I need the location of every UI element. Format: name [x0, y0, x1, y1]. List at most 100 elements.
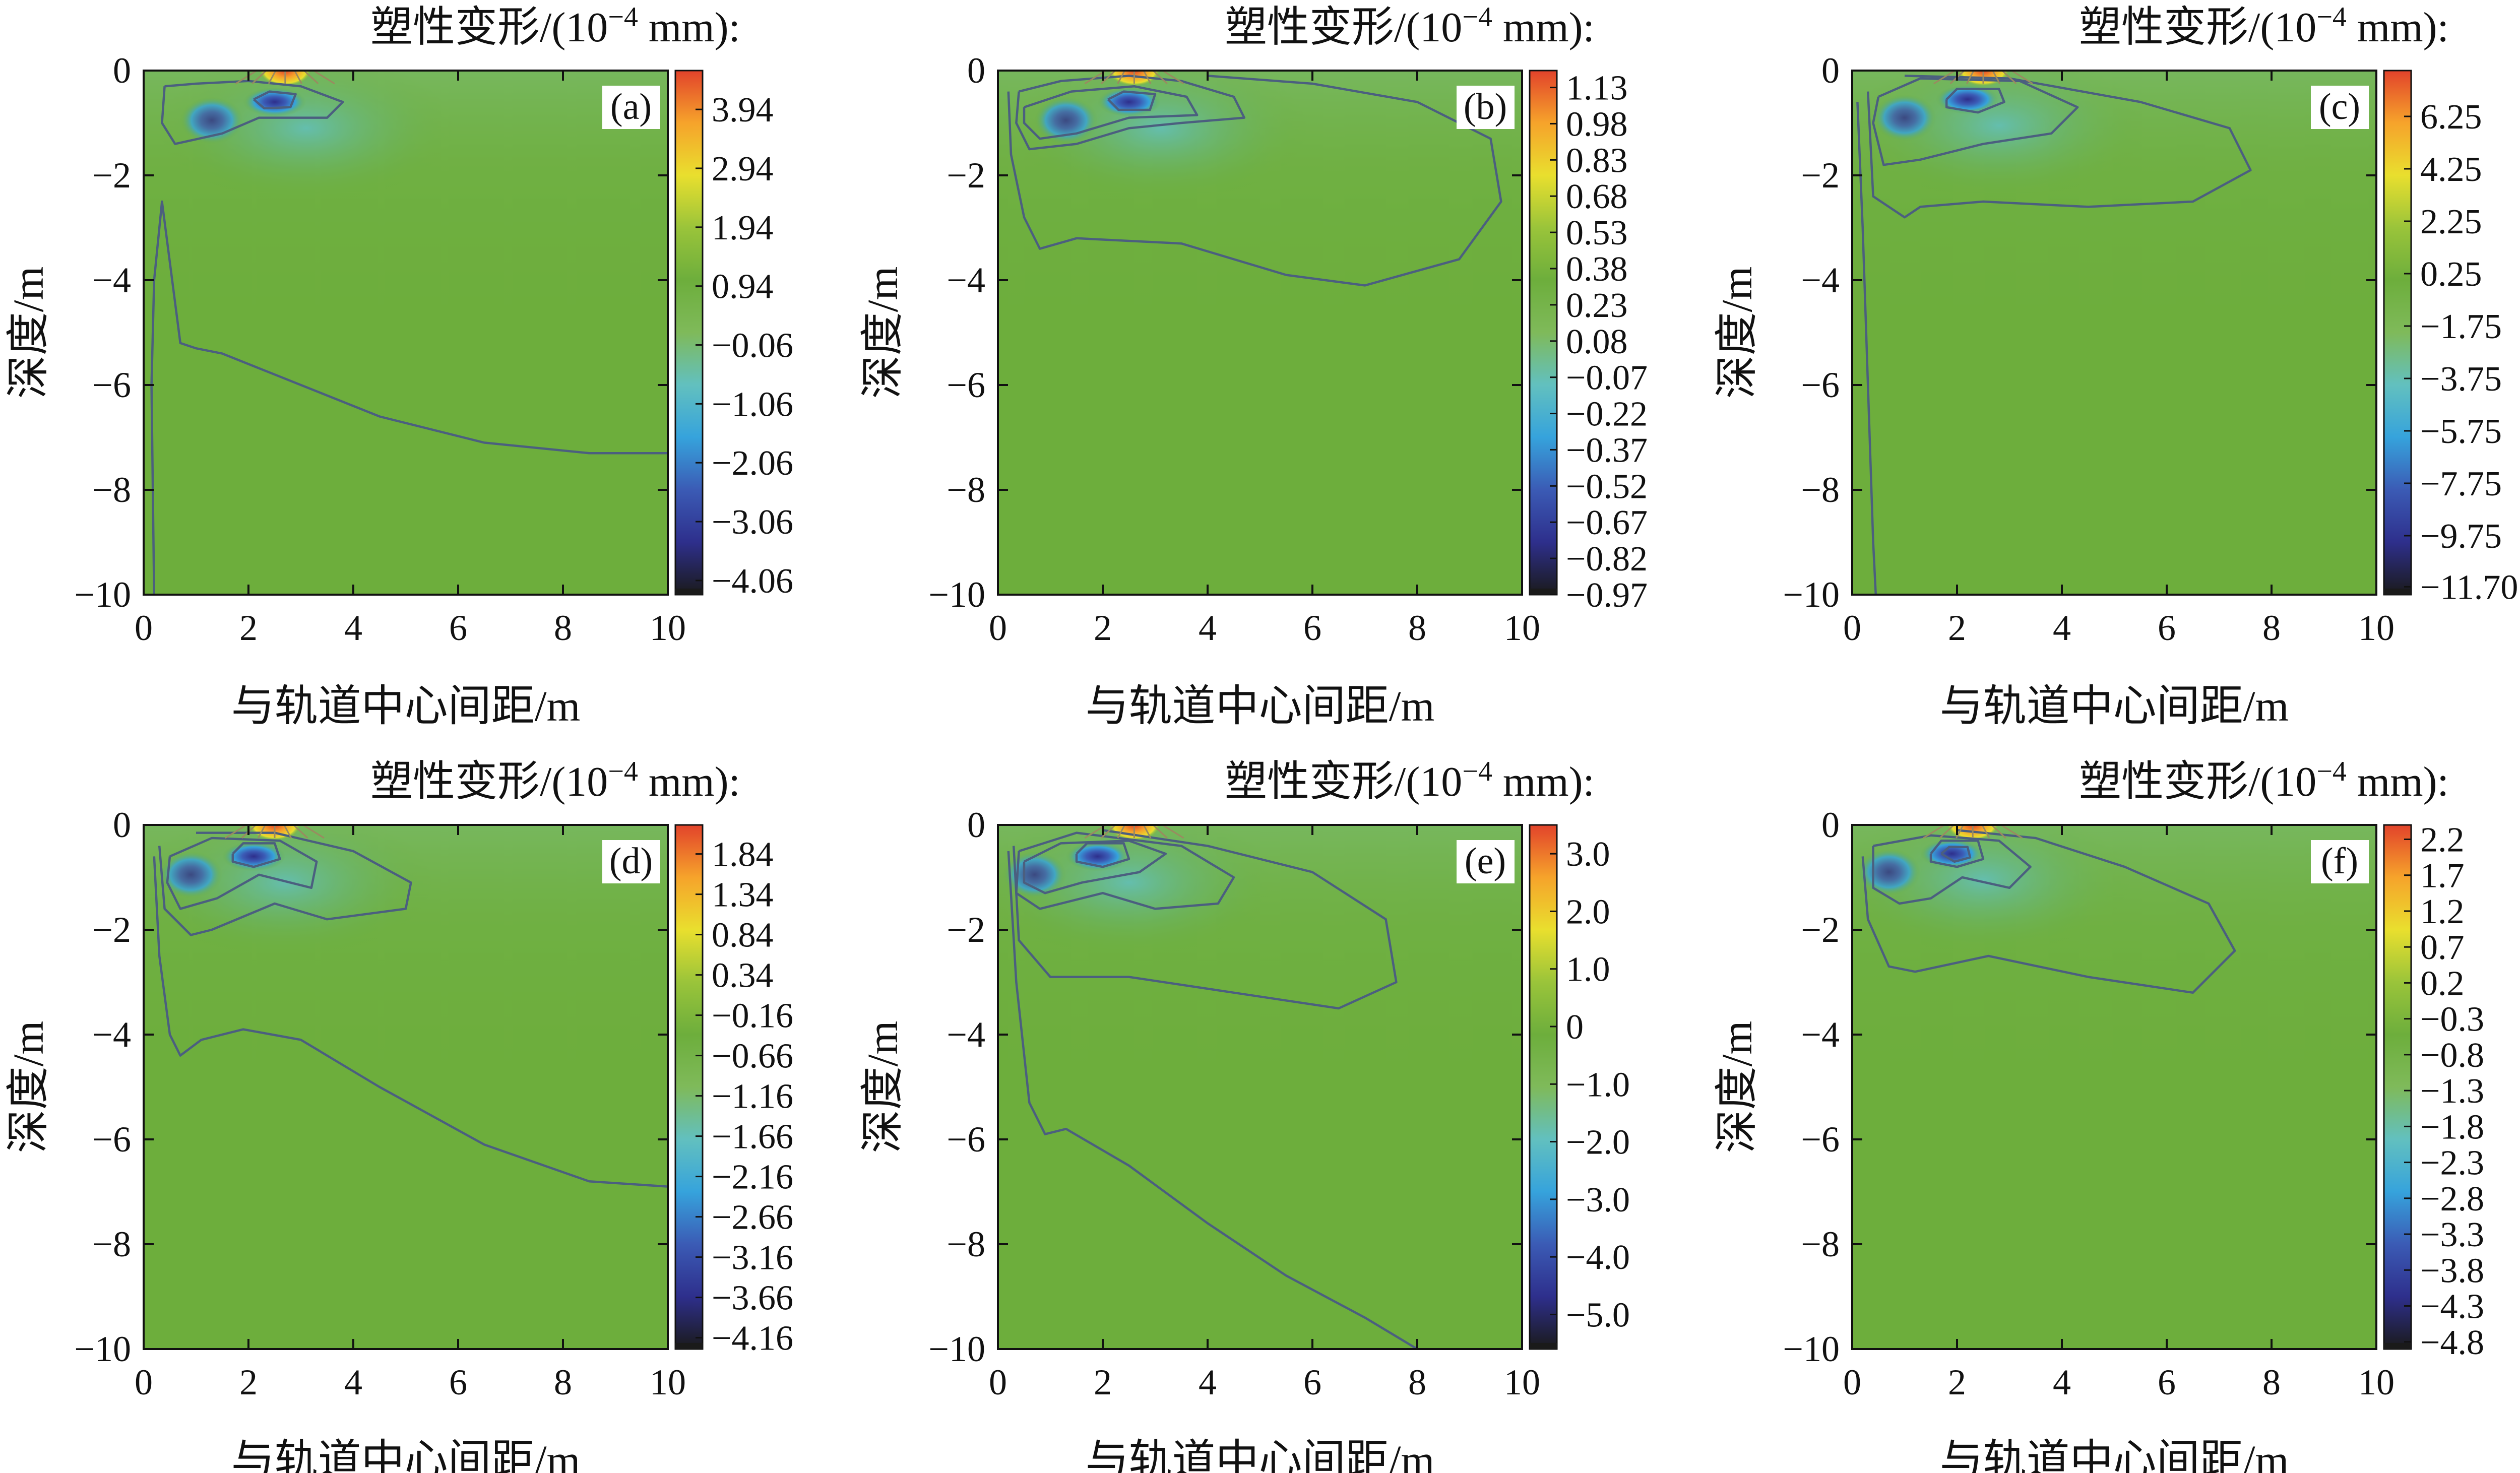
y-tick-label: −10 — [1783, 574, 1840, 615]
surface-contour-tick — [1956, 825, 1964, 839]
colorbar-tick-label: 2.94 — [712, 150, 774, 188]
surface-contour-tick — [1162, 825, 1184, 839]
colorbar-tick-label: 1.7 — [2420, 857, 2465, 895]
colorbar-tick-label: 0.94 — [712, 268, 774, 306]
y-tick-label: −4 — [1801, 260, 1840, 300]
panel-label-box — [1457, 840, 1515, 883]
contour-line-1 — [1012, 829, 1398, 1010]
panel-label: (f) — [2321, 841, 2358, 882]
colorbar-tick-label: −0.66 — [712, 1037, 793, 1076]
x-tick-label: 8 — [2262, 608, 2281, 648]
surface-contour-tick — [2011, 71, 2033, 85]
colorbar — [2383, 70, 2412, 596]
x-axis-title: 与轨道中心间距/m — [231, 1436, 581, 1473]
colorbar-tick-label: 0.34 — [712, 956, 774, 995]
colorbar-tick-label: −3.06 — [712, 503, 793, 542]
x-tick-label: 8 — [2262, 1362, 2281, 1402]
colorbar-tick-label: −0.16 — [712, 997, 793, 1036]
y-tick-label: −6 — [92, 1119, 131, 1160]
y-tick-label: −8 — [1801, 470, 1840, 510]
x-tick-label: 10 — [2358, 1362, 2395, 1402]
secondary-minimum-blob — [1003, 851, 1066, 899]
colorbar — [674, 70, 704, 596]
contour-line-0 — [1856, 102, 1877, 595]
colorbar-tick-label: −3.75 — [2420, 360, 2502, 399]
negative-zone-halo — [144, 825, 432, 956]
colorbar-tick-label: 0.84 — [712, 916, 774, 955]
x-tick-label: 0 — [135, 1362, 153, 1402]
y-tick-label: −2 — [92, 910, 131, 950]
surface-contour-tick — [1152, 825, 1168, 839]
x-tick-label: 4 — [344, 1362, 362, 1402]
surface-contour-tick — [303, 71, 319, 85]
minimum-blob — [1936, 85, 1999, 114]
colorbar-tick-label: 1.2 — [2420, 892, 2465, 931]
colorbar-tick-label: 0.53 — [1566, 214, 1628, 252]
colorbar-tick-label: 0.23 — [1566, 286, 1628, 325]
contour-line-2 — [1929, 839, 1985, 868]
y-tick-label: −2 — [947, 910, 985, 950]
contour-line-0 — [1007, 851, 1418, 1349]
colorbar-tick-label: 2.2 — [2420, 820, 2465, 859]
x-tick-label: 10 — [650, 1362, 686, 1402]
x-tick-label: 6 — [2158, 608, 2176, 648]
surface-contour-tick — [1100, 825, 1116, 839]
surface-contour-tick — [1991, 825, 2006, 839]
contour-line-0 — [1007, 75, 1502, 287]
panel-2: 0 2 4 6 8 10 0 −2 −4 −6 −8 −10 与轨道中心间距/m 深度/m (c) 塑性变形/… — [1713, 2, 2518, 730]
colorbar-tick-label: 3.94 — [712, 91, 774, 130]
surface-contour-tick — [1100, 71, 1116, 85]
colorbar-tick-label: −5.75 — [2420, 412, 2502, 451]
contour-line-0 — [150, 200, 668, 595]
contour-line-3 — [1945, 88, 2005, 114]
colorbar-tick-label: 2.25 — [2420, 203, 2482, 241]
plot-frame — [143, 824, 669, 1350]
colorbar-title: 塑性变形/(10−4 mm): — [1225, 2, 1595, 51]
contour-line-4 — [1075, 842, 1130, 868]
plot-frame — [1851, 824, 2377, 1350]
x-tick-label: 2 — [239, 1362, 258, 1402]
colorbar-tick-label: 0.38 — [1566, 250, 1628, 289]
colorbar-tick-label: 2.0 — [1566, 892, 1610, 931]
x-tick-label: 0 — [989, 1362, 1007, 1402]
surface-contour-tick — [1162, 71, 1184, 85]
colorbar-tick-label: 0.2 — [2420, 964, 2465, 1003]
panel-5: 0 2 4 6 8 10 0 −2 −4 −6 −8 −10 与轨道中心间距/m 深度/m (f) 塑性变形/… — [1713, 756, 2484, 1473]
x-tick-label: 2 — [1948, 608, 1966, 648]
colorbar-tick-label: −1.16 — [712, 1077, 793, 1116]
y-tick-label: 0 — [967, 805, 985, 845]
panel-3: 0 2 4 6 8 10 0 −2 −4 −6 −8 −10 与轨道中心间距/m 深度/m (d) 塑性变形/… — [4, 756, 793, 1473]
colorbar-floor — [2384, 1343, 2411, 1349]
x-tick-label: 8 — [554, 1362, 572, 1402]
surface-contour-tick — [268, 71, 277, 84]
panel-label: (a) — [610, 86, 652, 127]
panel-label-box — [602, 86, 660, 129]
x-tick-label: 4 — [2053, 1362, 2071, 1402]
x-tick-label: 6 — [449, 608, 467, 648]
colorbar-tick-label: 0.08 — [1566, 323, 1628, 361]
surface-contour-tick — [257, 825, 266, 839]
surface-contour-tick — [235, 71, 258, 85]
x-tick-label: 10 — [1504, 608, 1540, 648]
contour-line-0 — [1861, 829, 2236, 994]
colorbar-tick-label: −9.75 — [2420, 517, 2502, 556]
x-tick-label: 0 — [135, 608, 153, 648]
y-axis-title: 深度/m — [4, 267, 52, 399]
contour-line-2 — [1872, 77, 2079, 166]
y-tick-label: −10 — [74, 1329, 131, 1369]
panel-label-box — [2311, 840, 2369, 883]
x-tick-label: 6 — [1303, 608, 1321, 648]
y-tick-label: −4 — [947, 260, 985, 300]
colorbar-tick-label: −0.52 — [1566, 467, 1648, 506]
colorbar-tick-label: −0.07 — [1566, 359, 1648, 398]
x-tick-label: 0 — [989, 608, 1007, 648]
colorbar-floor — [2384, 589, 2411, 595]
colorbar-tick-label: −4.8 — [2420, 1323, 2484, 1362]
y-tick-label: −2 — [92, 155, 131, 196]
x-tick-label: 0 — [1843, 1362, 1861, 1402]
x-tick-label: 10 — [1504, 1362, 1540, 1402]
surface-contour-tick — [313, 71, 335, 85]
colorbar-tick-label: 3.0 — [1566, 835, 1610, 874]
colorbar-floor — [1530, 1343, 1557, 1349]
